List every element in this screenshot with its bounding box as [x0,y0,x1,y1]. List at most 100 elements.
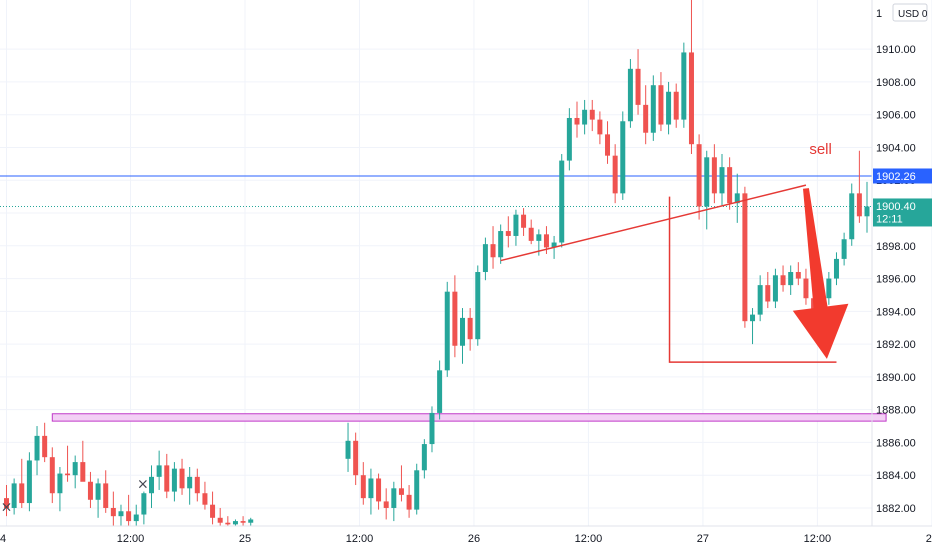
candle [795,262,801,286]
sell-arrow [792,188,849,359]
support-zone-rect [51,413,887,422]
candle-body [543,234,549,248]
candle-body [376,478,382,502]
candle-body [421,444,427,471]
candle-body [505,231,511,236]
candle [240,516,246,526]
price-label-value: 1900.40 [876,201,916,213]
candle-body [225,522,231,525]
candle-body [650,85,656,133]
candle-body [202,493,208,505]
candle [666,81,672,135]
currency-badge[interactable]: USD 0 [892,3,928,22]
candle [620,111,626,200]
candle [788,265,794,295]
candle [141,491,147,525]
time-axis[interactable]: 4 12:00 25 12:00 26 12:00 27 12:00 28 [0,525,932,545]
candles [4,0,870,526]
candle [826,272,832,305]
candle [627,58,633,128]
candle [589,99,595,132]
sell-annotation: sell [809,141,832,158]
candle-body [360,475,366,499]
candle [34,426,40,476]
candle-body [582,109,588,125]
candle-body [126,511,132,522]
grid [0,0,932,526]
candle [232,519,238,526]
candle-body [742,193,748,322]
candle [765,272,771,309]
candle-body [156,465,162,477]
candle-body [452,291,458,346]
candle-body [42,435,48,458]
candle-body [11,483,17,508]
price-tick-label: 1884.00 [876,470,916,482]
candle-body [612,155,618,194]
candle-body [864,206,870,217]
candle-body [460,317,466,346]
candle-body [841,239,847,259]
time-tick-label: 12:00 [117,533,145,545]
candle [803,268,809,305]
candle-body [444,291,450,371]
candle [727,157,733,210]
support-zone[interactable] [51,413,887,422]
candle-body [72,462,78,476]
candle-body [57,473,63,494]
price-tick-label: 1894.00 [876,306,916,318]
candle [49,447,55,504]
candle [498,224,504,264]
price-tick-label: 1906.00 [876,110,916,122]
candle-body [345,440,351,459]
candle [383,488,389,520]
candle [87,471,93,508]
candle-body [765,285,771,302]
candle [658,72,664,132]
candle-body [772,275,778,302]
candle [156,450,162,490]
candle-body [118,511,124,517]
candle [353,432,359,486]
price-tick-label: 1908.00 [876,77,916,89]
candle-body [171,468,177,492]
candle [421,439,427,479]
candle [704,150,710,230]
candle [757,275,763,322]
candle-body [727,167,733,204]
candle [118,504,124,526]
candle-body [398,488,404,495]
candle [225,516,231,526]
candle [360,462,366,505]
drawings[interactable]: sell [500,141,849,363]
candle-body [620,121,626,194]
time-tick-label: 27 [697,533,709,545]
candle [345,422,351,472]
candle [734,173,740,223]
candle-body [605,134,611,156]
candle [559,154,565,248]
candle-body [597,119,603,135]
candle-body [704,157,710,207]
candle [57,467,63,512]
price-tick-label: 1888.00 [876,405,916,417]
candle [673,83,679,128]
price-tick-label: 1882.00 [876,503,916,515]
candle [42,422,48,463]
time-tick-label: 26 [468,533,480,545]
candle [711,144,717,204]
candle-body [103,483,109,508]
candle [742,186,748,328]
candle-body [187,476,193,489]
candle [605,121,611,164]
candle-body [179,468,185,489]
candle [841,232,847,266]
candle-body [49,457,55,494]
candle-body [696,144,702,207]
candle-body [574,117,580,125]
candle-body [149,476,155,494]
candle-body [240,521,246,523]
candle-body [833,258,839,279]
